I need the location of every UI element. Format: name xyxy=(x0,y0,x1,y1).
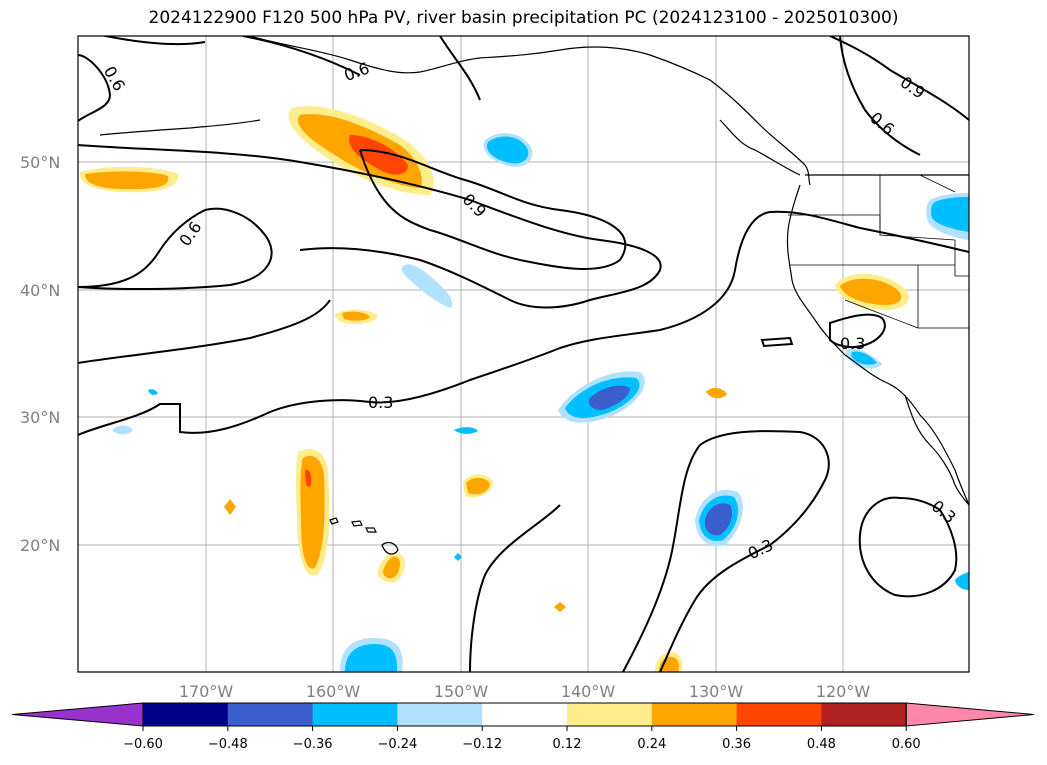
coastlines xyxy=(99,36,969,555)
pv-contour-line xyxy=(829,313,886,349)
colorbar-segment xyxy=(397,703,483,726)
colorbar-tick-label: −0.60 xyxy=(123,737,163,752)
colorbar-outline xyxy=(142,702,907,727)
lat-label: 30°N xyxy=(20,408,60,427)
negative-anomaly-region xyxy=(486,136,529,164)
colorbar-tick-label: 0.48 xyxy=(807,737,836,752)
state-borders xyxy=(788,174,969,329)
colorbar-tick-label: 0.60 xyxy=(892,737,921,752)
colorbar-tick-label: −0.48 xyxy=(208,737,248,752)
map-title: 2024122900 F120 500 hPa PV, river basin … xyxy=(148,8,899,28)
colorbar-segment xyxy=(821,703,907,726)
lat-label: 40°N xyxy=(20,281,60,300)
negative-anomaly-region xyxy=(931,196,969,232)
pv-contour-line xyxy=(100,36,206,46)
lat-label: 50°N xyxy=(20,153,60,172)
pv-contour-line xyxy=(439,36,481,101)
positive-anomaly-region xyxy=(466,477,490,495)
pv-contour-line xyxy=(78,299,331,364)
colorbar-tick-label: −0.24 xyxy=(377,737,417,752)
contour-label: 0.3 xyxy=(368,393,393,412)
colorbar-tick-label: 0.24 xyxy=(637,737,666,752)
pv-contour-line xyxy=(242,36,361,76)
positive-anomaly-region xyxy=(224,499,236,515)
longitude-labels: 170°W 160°W 150°W 140°W 130°W 120°W xyxy=(179,682,871,701)
pv-contour-line xyxy=(622,430,830,672)
negative-anomaly-region xyxy=(454,427,478,434)
pv-contour-line xyxy=(839,36,921,156)
positive-anomaly-region xyxy=(84,171,169,190)
pv-contour-line xyxy=(78,207,273,291)
pv-contour-line xyxy=(359,149,627,270)
pv-contour-line xyxy=(760,336,794,348)
positive-anomaly-region xyxy=(840,278,902,305)
positive-anomaly-region xyxy=(706,387,727,399)
colorbar-extend-high xyxy=(905,702,1035,727)
lon-label: 120°W xyxy=(816,682,871,701)
colorbar-tick-label: 0.36 xyxy=(722,737,751,752)
map-area xyxy=(78,36,969,672)
contour-label: 0.3 xyxy=(840,334,865,353)
colorbar-extend-low xyxy=(11,702,144,727)
alaska-coast xyxy=(249,36,811,186)
lat-label: 20°N xyxy=(20,536,60,555)
pv-contour-line xyxy=(469,504,561,672)
colorbar-tick-label: −0.36 xyxy=(293,737,333,752)
colorbar-tick-label: 0.12 xyxy=(553,737,582,752)
positive-anomaly-region xyxy=(305,469,312,488)
negative-anomaly-region xyxy=(851,351,877,365)
us-west-coast xyxy=(786,184,969,506)
pv-contours xyxy=(78,36,969,672)
lon-label: 130°W xyxy=(689,682,744,701)
aleutian-islands xyxy=(99,119,261,136)
colorbar-segment xyxy=(227,703,314,726)
latitude-labels: 50°N 40°N 30°N 20°N xyxy=(20,153,60,555)
negative-anomaly-region xyxy=(148,389,158,395)
positive-anomaly-region xyxy=(383,556,400,579)
colorbar-segment xyxy=(567,703,653,726)
colorbar-segment xyxy=(312,703,398,726)
pv-contour-line xyxy=(858,496,958,598)
pv-contour-line xyxy=(78,54,112,122)
negative-anomaly-region xyxy=(401,264,453,308)
hawaii-island xyxy=(381,541,399,555)
negative-anomaly-region xyxy=(588,385,630,410)
negative-anomaly-region xyxy=(345,644,398,672)
positive-anomaly-region xyxy=(349,135,408,175)
colorbar-segment xyxy=(651,703,738,726)
lon-label: 150°W xyxy=(434,682,489,701)
baja-california xyxy=(904,394,969,506)
pv-contour-line xyxy=(78,144,662,309)
map-frame xyxy=(77,35,970,673)
bc-coast-detail xyxy=(719,119,801,176)
pv-contour-line xyxy=(829,36,969,121)
colorbar-segment xyxy=(482,703,568,726)
negative-anomaly-region xyxy=(704,503,732,536)
lon-label: 140°W xyxy=(561,682,616,701)
negative-anomaly-region xyxy=(955,572,969,590)
hawaii-islands-small xyxy=(329,517,377,533)
positive-anomaly-region xyxy=(342,311,370,321)
colorbar: −0.60 −0.48 −0.36 −0.24 −0.12 0.12 0.24 0.36 0.4… xyxy=(11,702,1035,752)
negative-anomaly-region xyxy=(454,553,462,561)
colorbar-segment xyxy=(143,703,229,726)
colorbar-tick-label: −0.12 xyxy=(462,737,502,752)
lon-label: 160°W xyxy=(306,682,361,701)
colorbar-segment xyxy=(736,703,822,726)
lon-label: 170°W xyxy=(179,682,234,701)
pv-contour-line xyxy=(78,210,969,436)
positive-anomaly-region xyxy=(554,602,566,612)
negative-anomaly-region xyxy=(112,425,133,435)
